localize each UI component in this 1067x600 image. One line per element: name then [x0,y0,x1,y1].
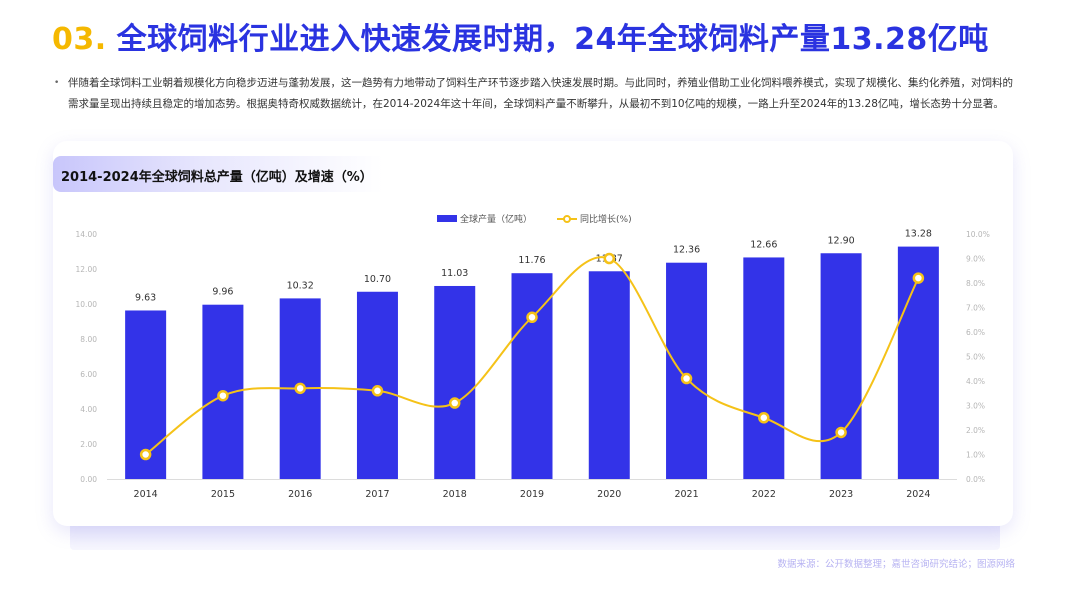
bar [511,273,553,479]
growth-point [294,382,306,395]
growth-point [680,372,693,385]
description-paragraph: • 伴随着全球饲料工业朝着规模化方向稳步迈进与蓬勃发展，这一趋势有力地带动了饲料… [54,73,1014,114]
growth-point [912,272,925,284]
x-tick-label: 2020 [597,489,621,500]
bar-value-label: 9.63 [135,292,156,303]
legend-bar-swatch [437,215,457,222]
y-left-tick-label: 10.00 [76,300,98,309]
growth-point [526,311,538,324]
bar-value-label: 11.03 [441,268,468,279]
section-number: 03. [52,22,107,57]
y-right-tick-label: 1.0% [966,451,985,460]
bar-value-label: 10.70 [364,274,391,285]
y-left-tick-label: 12.00 [76,265,98,274]
y-right-tick-label: 6.0% [966,328,985,337]
bar [588,271,630,479]
x-tick-label: 2014 [134,489,158,500]
y-right-tick-label: 10.0% [966,230,990,239]
bar-value-label: 10.32 [287,280,314,291]
growth-point [835,426,847,439]
x-tick-label: 2021 [674,489,698,500]
bar-value-label: 12.36 [673,245,700,256]
growth-point [217,389,229,402]
bar [743,257,785,479]
y-right-tick-label: 9.0% [966,255,985,264]
y-right-tick-label: 4.0% [966,377,985,386]
growth-point [758,412,770,424]
y-right-tick-label: 2.0% [966,426,985,435]
bar-value-label: 9.96 [212,287,233,298]
bar [434,285,476,479]
source-note: 数据来源：公开数据整理；嘉世咨询研究结论；图源网络 [777,559,1015,570]
y-right-tick-label: 8.0% [966,279,985,288]
x-tick-label: 2016 [288,489,312,500]
x-tick-label: 2019 [520,489,544,500]
growth-point [448,397,461,409]
y-left-tick-label: 2.00 [80,440,97,449]
bar-value-label: 12.90 [827,235,854,246]
chart-title-banner: 2014-2024年全球饲料总产量（亿吨）及增速（%） [53,156,383,192]
x-tick-label: 2018 [443,489,467,500]
y-left-tick-label: 8.00 [80,335,97,344]
legend-bar-label: 全球产量（亿吨） [460,213,532,225]
x-tick-label: 2024 [906,489,930,500]
bar [820,253,862,479]
y-right-tick-label: 3.0% [966,402,985,411]
x-tick-label: 2015 [211,489,235,500]
x-tick-label: 2023 [829,489,853,500]
chart-title: 2014-2024年全球饲料总产量（亿吨）及增速（%） [61,170,373,185]
legend-line-label: 同比增长(%) [580,213,632,225]
page-title: 03. 全球饲料行业进入快速发展时期，24年全球饲料产量13.28亿吨 [52,14,989,58]
legend-line-marker [563,215,571,223]
growth-point [603,252,616,265]
growth-point [139,448,152,461]
y-left-tick-label: 14.00 [76,230,98,239]
bar [666,262,708,479]
bullet-dot-icon: • [54,78,60,88]
growth-point [371,385,384,397]
y-right-tick-label: 7.0% [966,304,985,313]
y-left-tick-label: 4.00 [80,405,97,414]
y-left-tick-label: 0.00 [80,475,97,484]
bar-value-label: 13.28 [905,229,932,240]
description-text: 伴随着全球饲料工业朝着规模化方向稳步迈进与蓬勃发展，这一趋势有力地带动了饲料生产… [68,77,1013,110]
page-title-text: 全球饲料行业进入快速发展时期，24年全球饲料产量13.28亿吨 [116,22,989,57]
y-right-tick-label: 5.0% [966,353,985,362]
x-tick-label: 2017 [365,489,389,500]
y-right-tick-label: 0.0% [966,475,985,484]
bar [897,246,939,479]
y-left-tick-label: 6.00 [80,370,97,379]
bar-value-label: 12.66 [750,239,777,250]
x-tick-label: 2022 [752,489,776,500]
bar-value-label: 11.76 [518,255,545,266]
